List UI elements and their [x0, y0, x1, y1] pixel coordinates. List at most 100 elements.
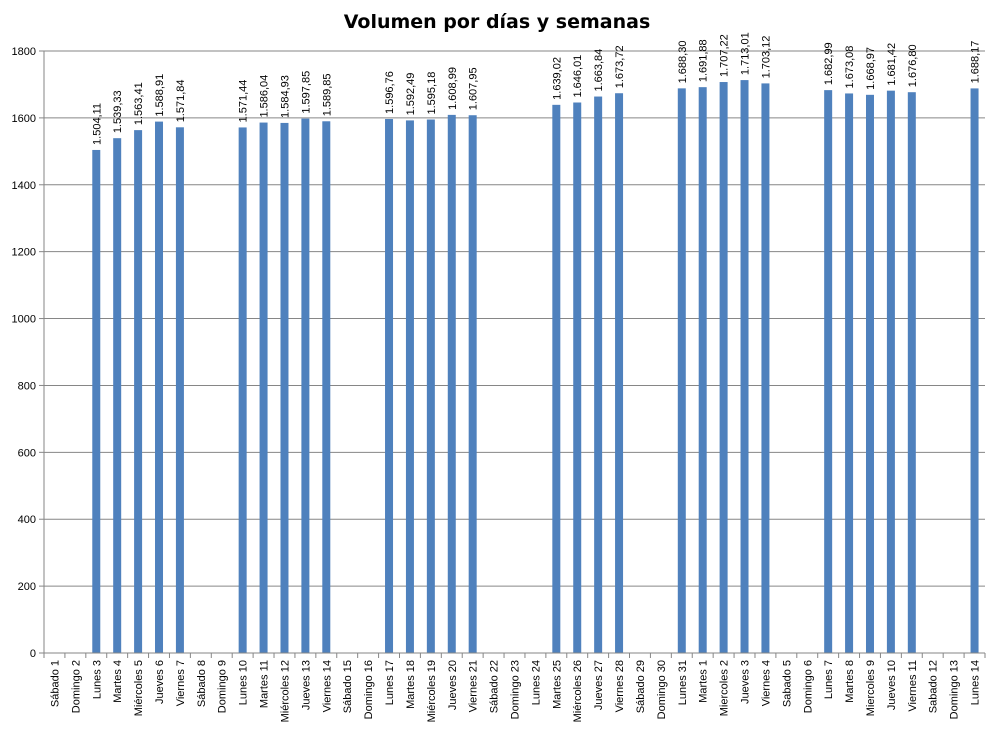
data-label: 1.571,44: [238, 80, 250, 123]
y-tick-label: 200: [18, 581, 36, 593]
x-tick-label: Sábado 8: [196, 660, 208, 707]
data-label: 1.713,01: [740, 32, 752, 75]
x-tick-label: Lunes 14: [970, 660, 982, 705]
x-tick-label: Viernes 4: [760, 660, 772, 706]
bar: [824, 90, 833, 653]
bar: [447, 114, 456, 654]
bar: [259, 122, 268, 653]
x-tick-label: Martes 4: [112, 660, 124, 703]
data-label: 1.688,17: [970, 41, 982, 84]
data-label: 1.588,91: [154, 74, 166, 117]
x-tick-label: Sabado 5: [781, 660, 793, 707]
data-label: 1.639,02: [551, 57, 563, 100]
bar: [322, 121, 331, 653]
x-tick-label: Lunes 24: [530, 660, 542, 705]
bar: [615, 93, 624, 653]
bar: [405, 120, 414, 653]
y-tick-label: 800: [18, 380, 36, 392]
x-tick-label: Jueves 27: [593, 660, 605, 710]
x-tick-label: Miércoles 12: [279, 660, 291, 722]
x-tick-label: Viernes 11: [907, 660, 919, 712]
data-label: 1.681,42: [886, 43, 898, 86]
x-tick-label: Sábado 29: [635, 660, 647, 713]
data-label: 1.646,01: [572, 55, 584, 98]
data-label: 1.707,22: [719, 34, 731, 77]
bar: [552, 104, 561, 653]
x-tick-label: Domingo 23: [510, 660, 522, 719]
bar: [280, 122, 289, 654]
x-tick-label: Domingo 30: [656, 660, 668, 719]
bar: [907, 92, 916, 653]
x-tick-label: Viernes 7: [175, 660, 187, 706]
x-tick-label: Jueves 13: [300, 660, 312, 710]
data-label: 1.673,08: [844, 46, 856, 89]
y-tick-label: 1600: [12, 113, 36, 125]
y-tick-label: 1200: [12, 247, 36, 259]
bar: [238, 127, 247, 654]
x-tick-label: Jueves 3: [740, 660, 752, 704]
data-label: 1.691,88: [698, 39, 710, 82]
x-tick-label: Viernes 14: [321, 660, 333, 712]
x-axis: Sábado 1 Domingo 2 Lunes 3 Martes 4 Miércole…: [43, 652, 986, 722]
y-tick-label: 1000: [12, 314, 36, 326]
x-tick-label: Domingo 2: [70, 660, 82, 713]
x-tick-label: Jueves 10: [886, 660, 898, 710]
x-tick-label: Martes 1: [698, 660, 710, 703]
bar: [155, 121, 164, 653]
y-tick-label: 1400: [12, 180, 36, 192]
x-tick-label: Miércoles 19: [426, 660, 438, 722]
bar: [134, 130, 143, 653]
x-tick-label: Sábado 15: [342, 660, 354, 713]
y-tick-label: 400: [18, 514, 36, 526]
x-tick-label: Lunes 17: [384, 660, 396, 705]
y-tick-label: 0: [30, 648, 36, 660]
bar: [113, 138, 122, 653]
gridlines: [44, 50, 985, 587]
data-label: 1.592,49: [405, 73, 417, 116]
x-tick-label: Domingo 13: [949, 660, 961, 719]
x-tick-label: Martes 25: [551, 660, 563, 709]
x-tick-label: Miércoles 26: [572, 660, 584, 722]
bar: [845, 93, 854, 653]
x-tick-label: Martes 8: [844, 660, 856, 703]
data-label: 1.589,85: [321, 73, 333, 116]
data-label: 1.663,84: [593, 49, 605, 92]
bar: [698, 87, 707, 653]
y-tick-label: 1800: [12, 46, 36, 58]
bar: [175, 127, 184, 654]
data-label: 1.563,41: [133, 82, 145, 125]
x-tick-label: Sabado 12: [928, 660, 940, 713]
data-label: 1.676,80: [907, 44, 919, 87]
bar: [970, 88, 979, 653]
data-label: 1.584,93: [279, 75, 291, 118]
x-tick-label: Domingo 16: [363, 660, 375, 719]
x-tick-label: Martes 11: [259, 660, 271, 708]
x-tick-label: Miercoles 2: [719, 660, 731, 716]
x-tick-label: Miércoles 5: [133, 660, 145, 716]
data-label: 1.596,76: [384, 71, 396, 114]
bar: [719, 82, 728, 653]
x-tick-label: Sábado 1: [49, 660, 61, 707]
x-tick-label: Viernes 21: [468, 660, 480, 712]
x-tick-label: Sábado 22: [489, 660, 501, 713]
bar: [385, 118, 394, 654]
bar: [761, 83, 770, 653]
bar: [740, 80, 749, 653]
x-tick-label: Lunes 31: [677, 660, 689, 705]
data-label: 1.586,04: [259, 75, 271, 118]
bar: [426, 119, 435, 653]
bar: [594, 96, 603, 653]
data-label: 1.682,99: [823, 42, 835, 85]
x-tick-label: Miercoles 9: [865, 660, 877, 716]
y-axis: 0 200 400 600 800 1000 1200 1400 1600 1800: [12, 46, 45, 660]
chart-title: Volumen por días y semanas: [344, 11, 651, 33]
data-label: 1.539,33: [112, 90, 124, 133]
data-label: 1.595,18: [426, 72, 438, 115]
bar: [301, 118, 310, 654]
data-label: 1.607,95: [468, 67, 480, 110]
bar: [677, 88, 686, 654]
data-label: 1.673,72: [614, 45, 626, 88]
x-tick-label: Jueves 20: [447, 660, 459, 710]
x-tick-label: Martes 18: [405, 660, 417, 709]
